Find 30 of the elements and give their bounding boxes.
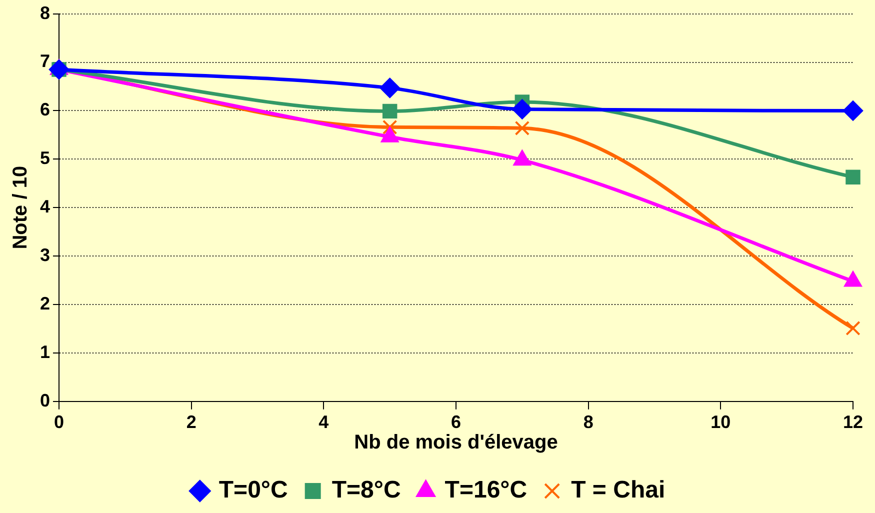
point: [843, 100, 863, 121]
y-tick-label: 7: [40, 51, 50, 72]
x-axis-title: Nb de mois d'élevage: [354, 432, 558, 454]
y-axis-title: Note / 10: [10, 166, 32, 250]
x-tick-label: 8: [583, 412, 594, 432]
y-tick-label: 2: [40, 293, 50, 314]
point: [846, 320, 860, 336]
legend-label: T=0°C: [218, 476, 288, 504]
y-tick-label: 4: [40, 196, 50, 217]
point: [512, 99, 532, 120]
point: [380, 78, 400, 98]
x-tick-label: 0: [54, 412, 64, 432]
point: [382, 104, 398, 119]
x-tick-label: 2: [186, 412, 196, 432]
y-tick-label: 6: [40, 100, 50, 120]
legend-label: T=8°C: [332, 476, 401, 504]
y-tick-label: 1: [40, 342, 50, 362]
x-tick-label: 6: [451, 412, 462, 432]
x-tick-label: 12: [842, 412, 864, 432]
legend-label: T=16°C: [444, 476, 528, 504]
x-tick-label: 10: [710, 412, 731, 432]
y-tick-label: 8: [40, 2, 50, 23]
point: [514, 120, 530, 136]
point: [846, 170, 860, 184]
y-tick-label: 0: [40, 390, 50, 410]
x-tick-label: 4: [318, 412, 329, 432]
point: [49, 60, 70, 80]
y-tick-label: 3: [40, 245, 50, 266]
y-tick-label: 5: [40, 148, 50, 168]
legend-label: T = Chai: [571, 476, 666, 504]
